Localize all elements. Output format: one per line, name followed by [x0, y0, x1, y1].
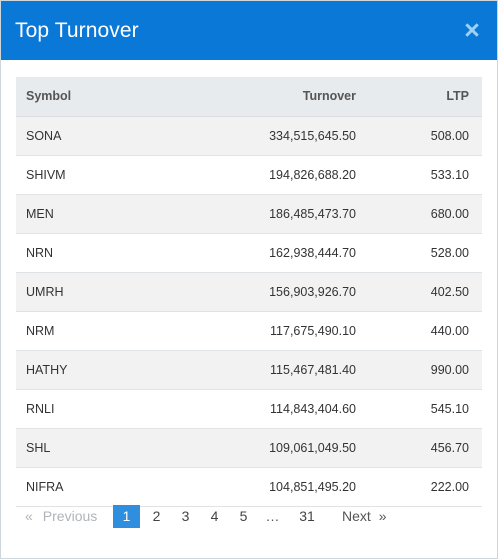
- cell-turnover: 117,675,490.10: [186, 311, 356, 351]
- table-row: NIFRA 104,851,495.20 222.00: [16, 467, 482, 507]
- page-button-3[interactable]: 3: [181, 508, 190, 524]
- modal-title: Top Turnover: [15, 18, 139, 42]
- table-row: NRM 117,675,490.10 440.00: [16, 311, 482, 351]
- cell-symbol: NIFRA: [16, 467, 186, 507]
- table-row: MEN 186,485,473.70 680.00: [16, 194, 482, 234]
- table-row: SHIVM 194,826,688.20 533.10: [16, 155, 482, 195]
- double-chevron-left-icon: «: [25, 508, 33, 524]
- cell-ltp: 508.00: [356, 116, 482, 156]
- column-header-ltp[interactable]: LTP: [356, 77, 482, 117]
- turnover-table: Symbol Turnover LTP SONA 334,515,645.50 …: [16, 77, 482, 507]
- page-button-1[interactable]: 1: [113, 505, 140, 528]
- cell-turnover: 114,843,404.60: [186, 389, 356, 429]
- cell-symbol: MEN: [16, 194, 186, 234]
- cell-symbol: SONA: [16, 116, 186, 156]
- page-button-2[interactable]: 2: [152, 508, 161, 524]
- cell-ltp: 402.50: [356, 272, 482, 312]
- page-button-5[interactable]: 5: [239, 508, 248, 524]
- cell-ltp: 680.00: [356, 194, 482, 234]
- column-header-turnover[interactable]: Turnover: [186, 77, 356, 117]
- cell-turnover: 109,061,049.50: [186, 428, 356, 468]
- modal-header: Top Turnover ×: [1, 1, 497, 60]
- cell-ltp: 545.10: [356, 389, 482, 429]
- cell-symbol: UMRH: [16, 272, 186, 312]
- table-row: RNLI 114,843,404.60 545.10: [16, 389, 482, 429]
- cell-turnover: 334,515,645.50: [186, 116, 356, 156]
- cell-symbol: SHIVM: [16, 155, 186, 195]
- cell-turnover: 194,826,688.20: [186, 155, 356, 195]
- cell-symbol: NRN: [16, 233, 186, 273]
- cell-turnover: 115,467,481.40: [186, 350, 356, 390]
- cell-symbol: NRM: [16, 311, 186, 351]
- table-row: SONA 334,515,645.50 508.00: [16, 116, 482, 156]
- page-button-4[interactable]: 4: [210, 508, 219, 524]
- column-header-symbol[interactable]: Symbol: [16, 77, 186, 117]
- cell-ltp: 533.10: [356, 155, 482, 195]
- cell-symbol: HATHY: [16, 350, 186, 390]
- cell-symbol: RNLI: [16, 389, 186, 429]
- table-row: SHL 109,061,049.50 456.70: [16, 428, 482, 468]
- next-label: Next: [342, 508, 371, 524]
- table-header-row: Symbol Turnover LTP: [16, 77, 482, 117]
- turnover-table-container: Symbol Turnover LTP SONA 334,515,645.50 …: [16, 77, 482, 507]
- cell-ltp: 222.00: [356, 467, 482, 507]
- close-icon[interactable]: ×: [464, 15, 480, 45]
- next-page-button[interactable]: Next »: [336, 505, 387, 528]
- table-row: NRN 162,938,444.70 528.00: [16, 233, 482, 273]
- cell-ltp: 990.00: [356, 350, 482, 390]
- cell-ltp: 528.00: [356, 233, 482, 273]
- cell-turnover: 186,485,473.70: [186, 194, 356, 234]
- cell-turnover: 162,938,444.70: [186, 233, 356, 273]
- cell-turnover: 104,851,495.20: [186, 467, 356, 507]
- cell-ltp: 456.70: [356, 428, 482, 468]
- previous-label: Previous: [42, 508, 98, 524]
- cell-ltp: 440.00: [356, 311, 482, 351]
- table-row: UMRH 156,903,926.70 402.50: [16, 272, 482, 312]
- pagination-ellipsis: …: [265, 508, 280, 524]
- double-chevron-right-icon: »: [378, 508, 387, 524]
- previous-page-button[interactable]: « Previous: [16, 505, 113, 528]
- pagination: « Previous 1 2 3 4 5 … 31 Next »: [16, 505, 387, 528]
- cell-symbol: SHL: [16, 428, 186, 468]
- page-button-31[interactable]: 31: [299, 508, 315, 524]
- cell-turnover: 156,903,926.70: [186, 272, 356, 312]
- table-row: HATHY 115,467,481.40 990.00: [16, 350, 482, 390]
